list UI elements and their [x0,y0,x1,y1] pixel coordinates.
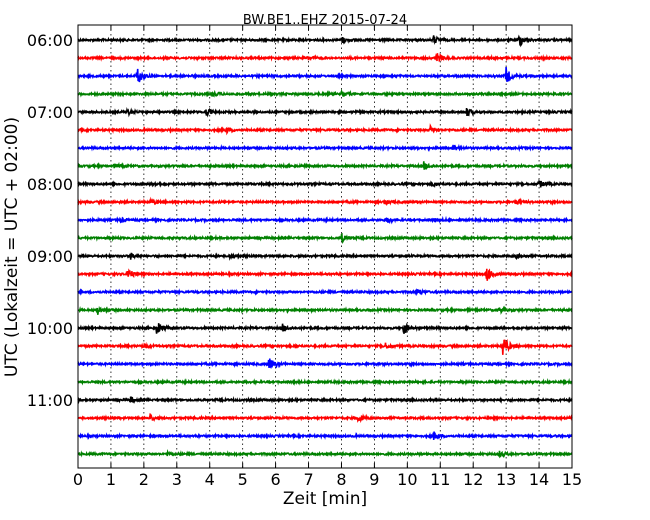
y-tick-label: 11:00 [27,391,73,410]
x-tick-label: 7 [303,470,313,489]
seismic-trace [77,396,573,404]
grid-lines [110,25,540,468]
seismic-trace [77,178,573,189]
seismic-trace [77,88,573,98]
seismic-trace [77,215,573,225]
x-tick-label: 1 [106,470,116,489]
seismic-trace [77,252,573,261]
seismic-trace [77,232,573,245]
trace-group [77,34,573,459]
x-tick-label: 10 [397,470,417,489]
x-tick-label: 8 [336,470,346,489]
seismic-trace [77,448,573,459]
x-tick-label: 15 [562,470,582,489]
x-tick-label: 4 [205,470,215,489]
seismic-trace [77,305,573,315]
seismic-trace [77,143,573,153]
x-tick-label: 6 [271,470,281,489]
y-tick-label: 06:00 [27,31,73,50]
x-axis-label: Zeit [min] [283,489,367,509]
seismic-trace [77,338,573,355]
seismic-trace [77,34,573,48]
y-tick-label: 08:00 [27,175,73,194]
seismic-trace [77,412,573,424]
x-tick-label: 13 [496,470,516,489]
chart-title: BW.BE1..EHZ 2015-07-24 [243,13,407,28]
y-tick-label: 09:00 [27,247,73,266]
x-tick-label: 9 [369,470,379,489]
plot-frame [77,24,573,469]
x-tick-label: 11 [430,470,450,489]
seismic-trace [77,431,573,441]
seismic-trace [77,377,573,387]
seismic-trace [77,322,573,334]
x-tick-label: 3 [172,470,182,489]
seismic-trace [77,66,573,83]
seismic-trace [77,268,573,281]
seismic-trace [77,358,573,370]
seismic-trace [77,161,573,171]
x-tick-label: 2 [139,470,149,489]
y-axis-label: UTC (Lokalzeit = UTC + 02:00) [2,117,22,377]
seismic-trace [77,196,573,207]
seismic-trace [77,107,573,118]
y-tick-label: 07:00 [27,103,73,122]
x-tick-label: 12 [463,470,483,489]
seismic-trace [77,123,573,136]
y-axis-ticks: 06:00 07:00 08:00 09:00 10:00 11:00 [27,31,572,410]
y-tick-label: 10:00 [27,319,73,338]
x-tick-label: 0 [73,470,83,489]
x-tick-label: 14 [529,470,549,489]
x-axis-ticks: 0 1 2 3 4 5 6 7 8 9 10 11 12 13 14 15 [73,25,582,489]
x-tick-label: 5 [238,470,248,489]
seismic-trace [77,288,573,297]
seismic-trace [77,53,573,63]
